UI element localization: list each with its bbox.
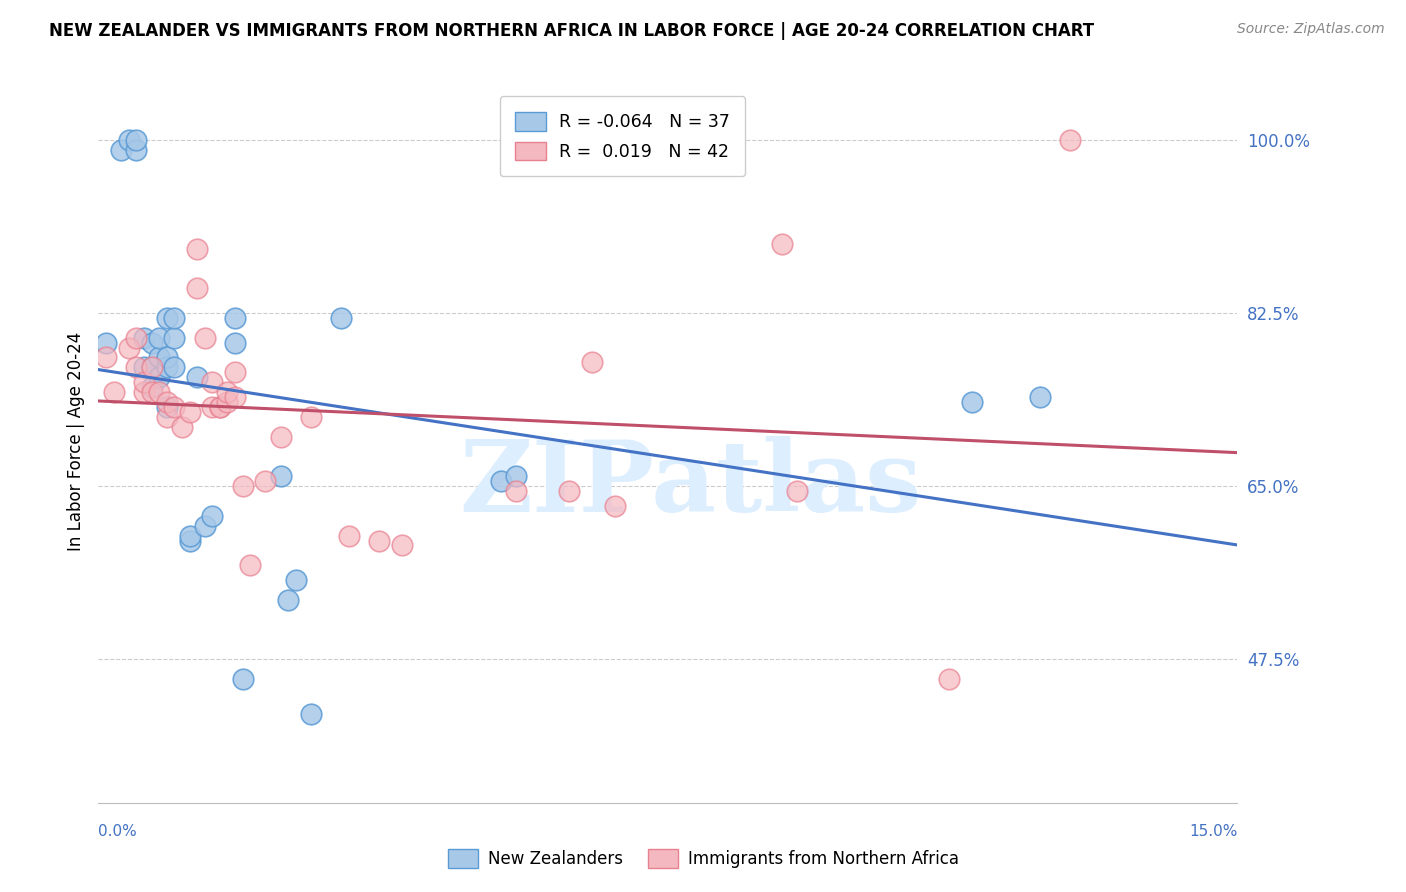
- Point: [94, 335, 117, 350]
- Point: [337, 528, 360, 542]
- Point: [132, 360, 155, 375]
- Point: [125, 133, 148, 147]
- Point: [201, 400, 224, 414]
- Point: [270, 429, 292, 443]
- Point: [330, 310, 353, 325]
- Point: [194, 518, 217, 533]
- Point: [194, 330, 217, 344]
- Point: [148, 385, 170, 400]
- Point: [118, 133, 141, 147]
- Point: [368, 533, 391, 548]
- Point: [208, 400, 231, 414]
- Point: [141, 385, 163, 400]
- Text: 0.0%: 0.0%: [98, 824, 138, 839]
- Point: [938, 672, 960, 686]
- Point: [125, 143, 148, 157]
- Point: [163, 330, 186, 344]
- Point: [186, 281, 208, 295]
- Point: [217, 385, 239, 400]
- Text: Source: ZipAtlas.com: Source: ZipAtlas.com: [1237, 22, 1385, 37]
- Point: [110, 143, 132, 157]
- Point: [770, 236, 793, 251]
- Point: [201, 375, 224, 389]
- Legend: New Zealanders, Immigrants from Northern Africa: New Zealanders, Immigrants from Northern…: [441, 843, 965, 875]
- Point: [239, 558, 262, 573]
- Point: [170, 419, 193, 434]
- Point: [270, 469, 292, 483]
- Point: [603, 499, 626, 513]
- Point: [1059, 133, 1081, 147]
- Point: [960, 395, 983, 409]
- Point: [224, 335, 246, 350]
- Point: [148, 370, 170, 384]
- Point: [581, 355, 603, 369]
- Point: [186, 370, 208, 384]
- Point: [558, 483, 581, 498]
- Y-axis label: In Labor Force | Age 20-24: In Labor Force | Age 20-24: [66, 332, 84, 551]
- Point: [141, 360, 163, 375]
- Point: [505, 469, 527, 483]
- Point: [299, 706, 322, 721]
- Point: [132, 330, 155, 344]
- Point: [125, 360, 148, 375]
- Point: [277, 593, 299, 607]
- Point: [179, 533, 201, 548]
- Point: [163, 400, 186, 414]
- Point: [103, 385, 125, 400]
- Point: [201, 508, 224, 523]
- Text: ZIPatlas: ZIPatlas: [460, 436, 922, 533]
- Point: [254, 474, 277, 488]
- Point: [224, 365, 246, 379]
- Text: 15.0%: 15.0%: [1189, 824, 1237, 839]
- Point: [125, 330, 148, 344]
- Point: [156, 400, 179, 414]
- Point: [217, 395, 239, 409]
- Point: [156, 409, 179, 424]
- Point: [132, 385, 155, 400]
- Point: [179, 528, 201, 542]
- Point: [141, 335, 163, 350]
- Point: [148, 351, 170, 365]
- Point: [786, 483, 808, 498]
- Point: [284, 573, 307, 587]
- Point: [391, 539, 413, 553]
- Point: [163, 310, 186, 325]
- Point: [232, 479, 254, 493]
- Text: NEW ZEALANDER VS IMMIGRANTS FROM NORTHERN AFRICA IN LABOR FORCE | AGE 20-24 CORR: NEW ZEALANDER VS IMMIGRANTS FROM NORTHER…: [49, 22, 1094, 40]
- Point: [132, 375, 155, 389]
- Point: [163, 360, 186, 375]
- Point: [224, 390, 246, 404]
- Point: [156, 310, 179, 325]
- Legend: R = -0.064   N = 37, R =  0.019   N = 42: R = -0.064 N = 37, R = 0.019 N = 42: [499, 96, 745, 177]
- Point: [141, 360, 163, 375]
- Point: [156, 395, 179, 409]
- Point: [1029, 390, 1052, 404]
- Point: [232, 672, 254, 686]
- Point: [141, 380, 163, 394]
- Point: [299, 409, 322, 424]
- Point: [224, 310, 246, 325]
- Point: [489, 474, 512, 488]
- Point: [94, 351, 117, 365]
- Point: [208, 400, 231, 414]
- Point: [118, 341, 141, 355]
- Point: [505, 483, 527, 498]
- Point: [148, 330, 170, 344]
- Point: [179, 405, 201, 419]
- Point: [156, 360, 179, 375]
- Point: [156, 351, 179, 365]
- Point: [186, 242, 208, 256]
